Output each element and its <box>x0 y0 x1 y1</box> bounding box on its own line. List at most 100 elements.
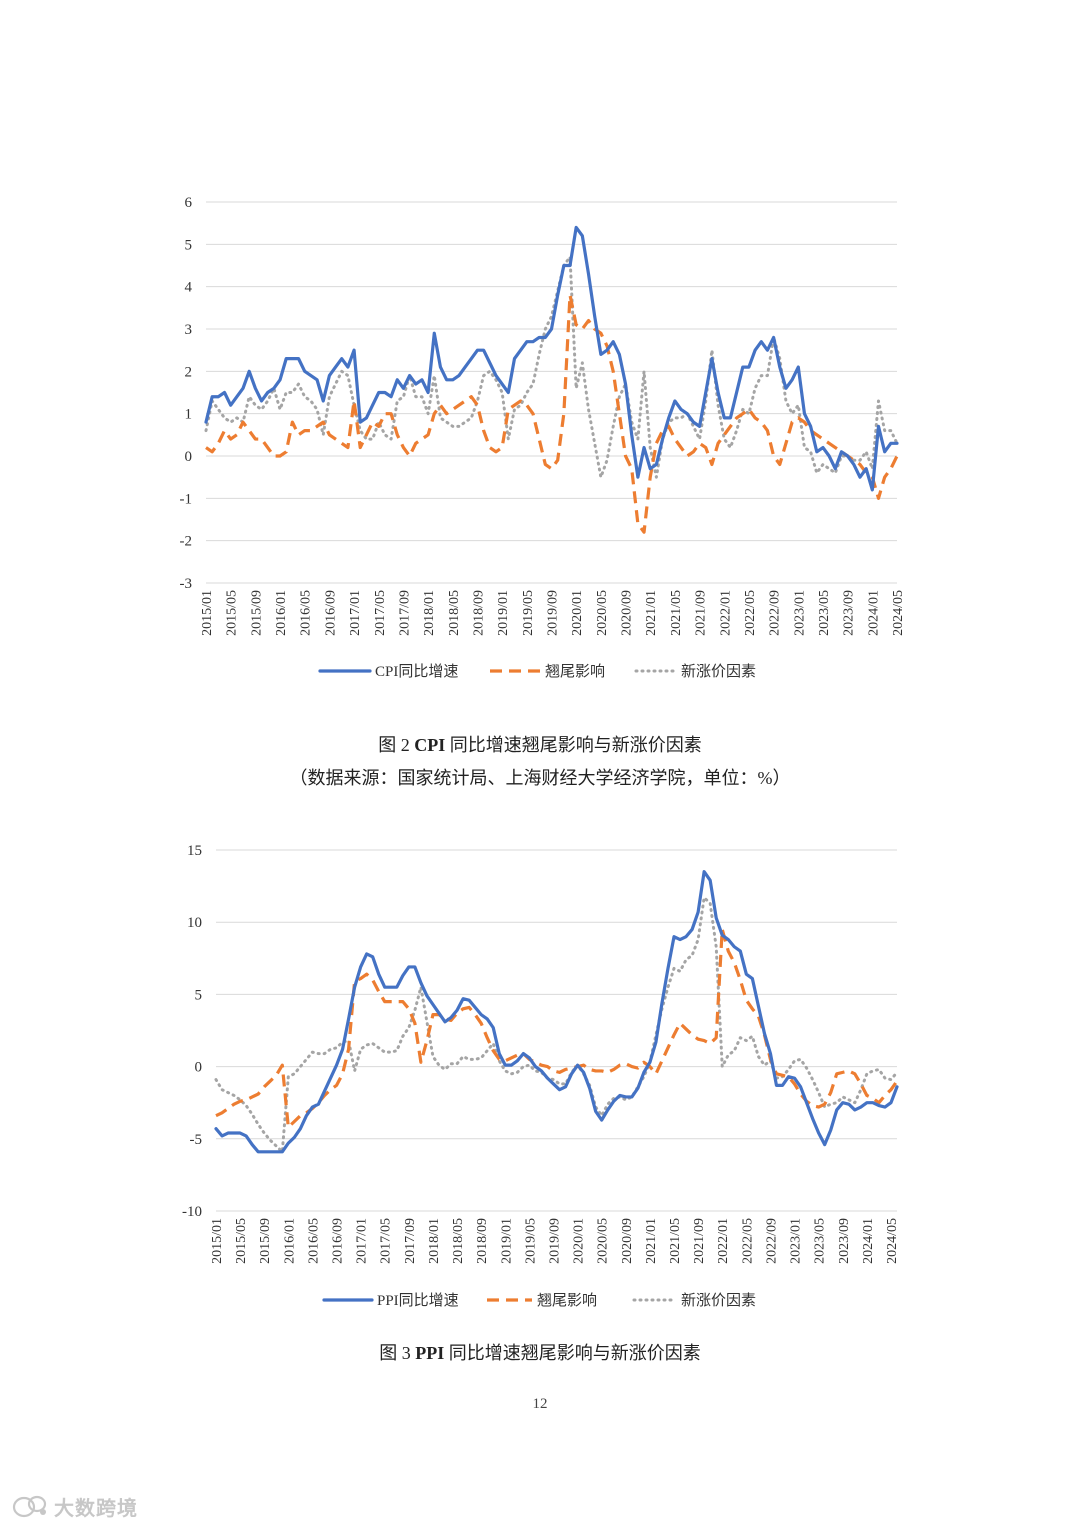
cpi-x-tick-label: 2021/05 <box>669 590 684 636</box>
cpi-x-tick-label: 2023/09 <box>842 590 857 636</box>
cpi-x-tick-label: 2023/01 <box>792 590 807 636</box>
figure-2-caption-rest: 同比增速翘尾影响与新涨价因素 <box>445 735 702 755</box>
cpi-series-line-3 <box>204 255 899 479</box>
ppi-x-tick-label: 2024/05 <box>885 1218 900 1264</box>
watermark-logo-icon <box>12 1495 47 1518</box>
cpi-x-tick-label: 2024/01 <box>866 590 881 636</box>
ppi-x-tick-label: 2023/09 <box>837 1218 852 1264</box>
ppi-x-tick-label: 2016/09 <box>331 1218 346 1264</box>
cpi-x-tick-label: 2018/05 <box>447 590 462 636</box>
ppi-x-tick-label: 2019/05 <box>523 1218 538 1264</box>
ppi-x-tick-label: 2019/09 <box>547 1218 562 1264</box>
cpi-x-tick-label: 2022/05 <box>743 590 758 636</box>
cpi-x-tick-label: 2017/05 <box>373 590 388 636</box>
cpi-x-tick-label: 2018/01 <box>422 590 437 636</box>
cpi-x-tick-label: 2024/05 <box>891 590 906 636</box>
ppi-x-tick-label: 2022/05 <box>740 1218 755 1264</box>
ppi-x-tick-label: 2019/01 <box>499 1218 514 1264</box>
cpi-chart-svg: 6 5 4 3 2 1 0 -1 -2 -3 2015/01 2015/05 2015/09 2016/0… <box>180 195 907 680</box>
ppi-x-tick-label: 2017/09 <box>403 1218 418 1264</box>
ppi-legend-label-2: 翘尾影响 <box>537 1292 597 1309</box>
ppi-x-tick-label: 2015/05 <box>234 1218 249 1264</box>
cpi-x-tick-label: 2019/09 <box>546 590 561 636</box>
ppi-x-tick-label: 2022/09 <box>764 1218 779 1264</box>
cpi-x-tick-label: 2020/05 <box>595 590 610 636</box>
watermark-text: 大数跨境 <box>54 1495 138 1520</box>
ppi-x-tick-label: 2024/01 <box>861 1218 876 1264</box>
ppi-y-tick-label: -10 <box>182 1204 202 1220</box>
cpi-y-tick-label: 0 <box>185 449 193 465</box>
ppi-x-tick-label: 2015/09 <box>258 1218 273 1264</box>
ppi-x-tick-label: 2021/05 <box>668 1218 683 1264</box>
ppi-x-tick-label: 2017/05 <box>379 1218 394 1264</box>
cpi-series-line-1 <box>204 225 899 492</box>
ppi-y-tick-label: 15 <box>187 843 202 859</box>
ppi-y-tick-label: 0 <box>195 1060 203 1076</box>
ppi-chart: 15 10 5 0 -5 -10 2015/01 2015/05 2015/09 2016/01 2… <box>0 835 1080 1315</box>
cpi-y-tick-label: -2 <box>180 534 193 550</box>
figure-2-caption-prefix: 图 2 <box>378 735 415 755</box>
cpi-y-tick-label: 5 <box>185 237 193 253</box>
ppi-x-tick-label: 2020/05 <box>596 1218 611 1264</box>
cpi-y-tick-label: -1 <box>180 491 193 507</box>
ppi-series-line-1 <box>214 870 899 1154</box>
figure-2-caption-cpi: CPI <box>414 735 446 755</box>
cpi-x-tick-label: 2016/05 <box>299 590 314 636</box>
cpi-y-tick-label: 3 <box>185 322 193 338</box>
cpi-y-tick-label: -3 <box>180 576 193 592</box>
ppi-x-tick-label: 2021/09 <box>692 1218 707 1264</box>
ppi-series-line-2 <box>215 927 899 1129</box>
cpi-x-tick-label: 2017/01 <box>348 590 363 636</box>
cpi-x-tick-label: 2015/01 <box>200 590 215 636</box>
ppi-x-tick-label: 2021/01 <box>644 1218 659 1264</box>
cpi-x-tick-label: 2023/05 <box>817 590 832 636</box>
figure-3-caption: 图 3 PPI 同比增速翘尾影响与新涨价因素 <box>0 1339 1080 1365</box>
cpi-legend-label-2: 翘尾影响 <box>545 663 605 680</box>
ppi-x-tick-label: 2022/01 <box>716 1218 731 1264</box>
ppi-y-tick-label: -5 <box>190 1132 203 1148</box>
ppi-series-line-3 <box>214 896 899 1154</box>
cpi-x-tick-label: 2017/09 <box>397 590 412 636</box>
ppi-x-tick-label: 2018/01 <box>427 1218 442 1264</box>
ppi-x-tick-label: 2015/01 <box>210 1218 225 1264</box>
figure-2-source: （数据来源：国家统计局、上海财经大学经济学院，单位：%） <box>289 768 791 788</box>
ppi-x-tick-label: 2018/05 <box>451 1218 466 1264</box>
ppi-legend-label-3: 新涨价因素 <box>681 1292 756 1309</box>
cpi-x-tick-label: 2018/09 <box>471 590 486 636</box>
page-number: 12 <box>532 1396 548 1412</box>
cpi-x-tick-label: 2020/09 <box>620 590 635 636</box>
figure-3-caption-ppi: PPI <box>415 1343 445 1363</box>
ppi-chart-svg: 15 10 5 0 -5 -10 2015/01 2015/05 2015/09 2016/01 2… <box>182 843 900 1309</box>
ppi-x-tick-label: 2023/01 <box>789 1218 804 1264</box>
cpi-y-tick-label: 6 <box>185 195 193 211</box>
ppi-y-tick-label: 10 <box>187 915 202 931</box>
cpi-x-tick-label: 2021/09 <box>694 590 709 636</box>
cpi-y-tick-label: 4 <box>185 280 193 296</box>
cpi-x-tick-label: 2016/01 <box>274 590 289 636</box>
cpi-series-line-2 <box>205 293 899 534</box>
cpi-x-tick-label: 2015/05 <box>225 590 240 636</box>
ppi-legend-label-1: PPI同比增速 <box>377 1292 459 1309</box>
ppi-x-tick-label: 2016/05 <box>306 1218 321 1264</box>
cpi-y-tick-label: 2 <box>185 364 193 380</box>
cpi-legend-label-1: CPI同比增速 <box>375 663 458 680</box>
cpi-chart: 6 5 4 3 2 1 0 -1 -2 -3 2015/01 2015/05 2015/09 2016/0… <box>0 180 1080 700</box>
ppi-y-tick-label: 5 <box>195 987 203 1003</box>
cpi-x-tick-label: 2019/01 <box>496 590 511 636</box>
figure-2-caption: 图 2 CPI 同比增速翘尾影响与新涨价因素 <box>0 731 1080 757</box>
cpi-x-tick-label: 2022/09 <box>768 590 783 636</box>
cpi-x-tick-label: 2016/09 <box>323 590 338 636</box>
figure-3-caption-rest: 同比增速翘尾影响与新涨价因素 <box>444 1343 701 1363</box>
ppi-x-tick-label: 2020/09 <box>620 1218 635 1264</box>
ppi-x-tick-label: 2017/01 <box>355 1218 370 1264</box>
cpi-x-tick-label: 2015/09 <box>249 590 264 636</box>
cpi-y-tick-label: 1 <box>185 407 193 423</box>
cpi-x-tick-label: 2021/01 <box>644 590 659 636</box>
watermark: 大数跨境 <box>12 1491 138 1521</box>
cpi-legend-label-3: 新涨价因素 <box>681 663 756 680</box>
cpi-x-tick-label: 2019/05 <box>521 590 536 636</box>
ppi-x-tick-label: 2016/01 <box>282 1218 297 1264</box>
ppi-x-tick-label: 2018/09 <box>475 1218 490 1264</box>
cpi-x-tick-label: 2022/01 <box>718 590 733 636</box>
ppi-x-tick-label: 2023/05 <box>813 1218 828 1264</box>
